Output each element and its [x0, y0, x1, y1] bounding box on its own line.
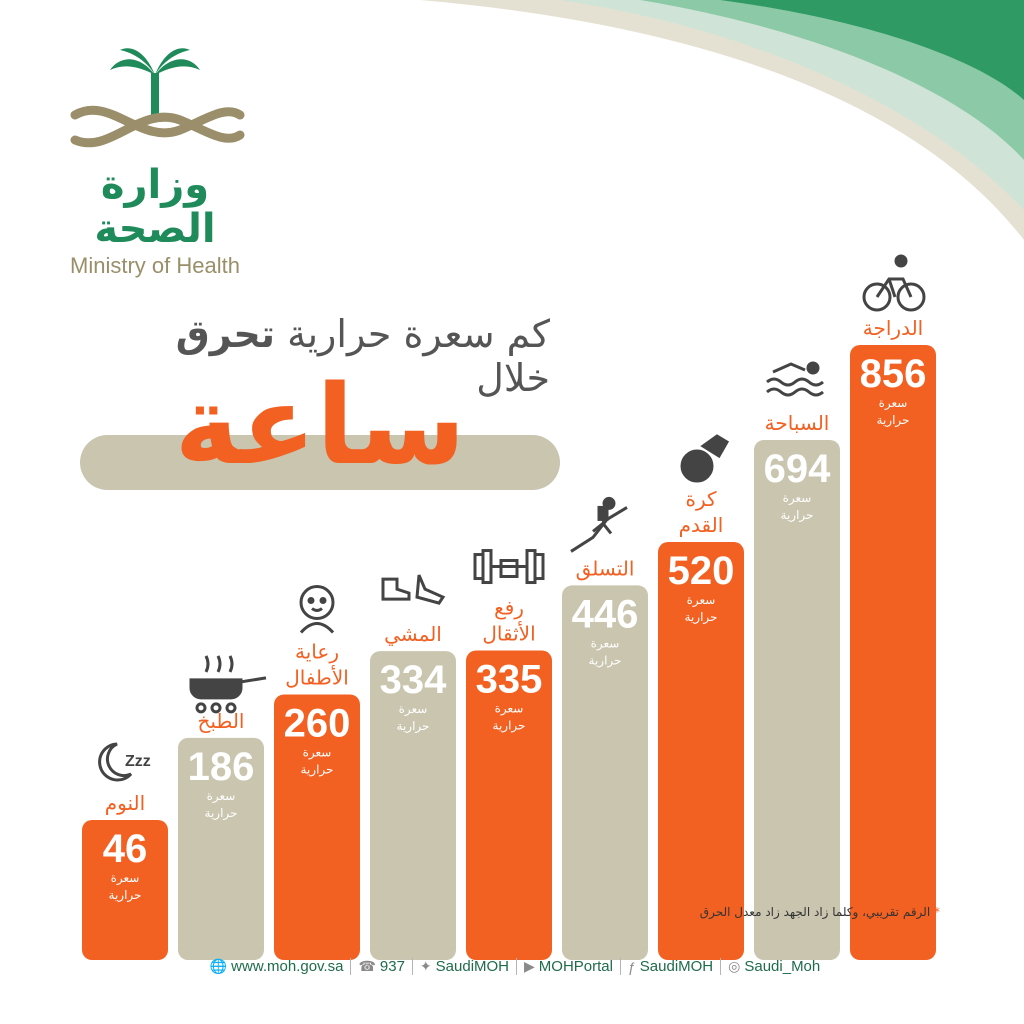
bar — [466, 650, 552, 960]
bar-value-label: 520 — [668, 549, 735, 593]
bar-value-label: 335 — [476, 658, 543, 702]
bar-unit-line1: سعرة — [303, 746, 332, 761]
bar — [658, 542, 744, 960]
bar-value-label: 334 — [380, 658, 447, 702]
category-label: الأثقال — [482, 622, 535, 646]
bar — [562, 585, 648, 960]
svg-text:Zzz: Zzz — [125, 753, 151, 770]
footer-snapchat-text: Saudi_Moh — [744, 958, 821, 975]
category-label: رعاية — [295, 640, 339, 664]
category-label: التسلق — [576, 556, 635, 580]
baby-icon — [299, 585, 335, 634]
bar-value-label: 46 — [103, 827, 148, 871]
bar-unit-line1: سعرة — [111, 871, 140, 886]
bar-unit-line1: سعرة — [207, 789, 236, 804]
category-label: النوم — [105, 791, 145, 815]
footer-phone-text: 937 — [379, 958, 405, 975]
bar-unit-line2: حرارية — [397, 719, 430, 734]
footer-phone[interactable]: ☎ 937 — [350, 958, 411, 975]
category-label: المشي — [384, 622, 442, 647]
bar-unit-line1: سعرة — [687, 593, 716, 608]
footer-twitter[interactable]: ✦ SaudiMOH — [411, 958, 516, 975]
category-label: الأطفال — [285, 666, 349, 690]
bar-unit-line2: حرارية — [301, 763, 334, 778]
twitter-icon: ✦ — [419, 958, 432, 974]
footer-website-text: www.moh.gov.sa — [231, 958, 344, 975]
footer-twitter-text: SaudiMOH — [435, 958, 510, 975]
category-label: السباحة — [765, 411, 830, 435]
bicycle-icon — [862, 254, 926, 312]
category-label: الطبخ — [197, 709, 244, 733]
bar-value-label: 260 — [284, 702, 351, 746]
sleep-icon: Zzz — [98, 742, 151, 782]
footer-website[interactable]: 🌐 www.moh.gov.sa — [203, 958, 351, 975]
headline: كم سعرة حرارية تحرق خلال — [130, 312, 550, 400]
climbing-icon — [570, 496, 628, 553]
footer-snapchat[interactable]: ◎ Saudi_Moh — [720, 958, 827, 975]
category-label: الدراجة — [863, 316, 923, 340]
footer-youtube[interactable]: ▶ MOHPortal — [516, 958, 620, 975]
headline-suffix: خلال — [476, 356, 550, 400]
bar-unit-line1: سعرة — [495, 702, 524, 717]
bar-unit-line2: حرارية — [781, 508, 814, 523]
logo-english-text: Ministry of Health — [70, 253, 240, 278]
headline-big-word: ساعة — [174, 361, 466, 489]
dumbbell-icon — [473, 549, 545, 585]
walking-shoes-icon — [381, 574, 446, 605]
bar-unit-line2: حرارية — [205, 806, 238, 821]
bar-value-label: 856 — [860, 352, 927, 396]
footnote-text: الرقم تقريبي، وكلما زاد الجهد زاد معدل ا… — [699, 905, 931, 919]
palm-swords-emblem — [70, 48, 245, 148]
bar-value-label: 186 — [188, 745, 255, 789]
bar — [274, 694, 360, 960]
bar-unit-line2: حرارية — [877, 413, 910, 428]
hour-highlight — [80, 435, 560, 490]
bar-unit-line1: سعرة — [399, 702, 428, 717]
bar-unit-line1: سعرة — [879, 396, 908, 411]
bar — [82, 820, 168, 960]
swimming-icon — [766, 361, 824, 397]
globe-icon: 🌐 — [209, 958, 228, 974]
bar-value-label: 694 — [764, 447, 831, 491]
footnote-star: * — [934, 905, 940, 919]
ministry-logo: وزارة الصحة Ministry of Health — [40, 45, 270, 279]
category-label: رفع — [494, 596, 524, 620]
bar — [370, 651, 456, 960]
bar — [178, 737, 264, 960]
bar-value-label: 446 — [572, 592, 639, 636]
bar-unit-line2: حرارية — [685, 610, 718, 625]
bar-unit-line1: سعرة — [783, 491, 812, 506]
bar-unit-line2: حرارية — [493, 719, 526, 734]
bar — [850, 345, 936, 960]
logo-arabic-text: وزارة الصحة — [94, 162, 216, 252]
footnote: * الرقم تقريبي، وكلما زاد الجهد زاد معدل… — [650, 905, 940, 919]
headline-prefix: كم سعرة حرارية — [287, 312, 550, 356]
decorative-swoosh — [420, 0, 1024, 240]
bar-unit-line1: سعرة — [591, 636, 620, 651]
bar — [754, 440, 840, 960]
category-label: القدم — [679, 513, 724, 537]
football-icon — [680, 434, 730, 483]
cooking-pan-icon — [189, 655, 267, 714]
bar-unit-line2: حرارية — [109, 888, 142, 903]
footer-facebook-text: SaudiMOH — [639, 958, 714, 975]
footer-facebook[interactable]: ƒ SaudiMOH — [619, 958, 720, 975]
snapchat-icon: ◎ — [728, 958, 741, 974]
bar-unit-line2: حرارية — [589, 653, 622, 668]
category-label: كرة — [685, 487, 717, 511]
phone-icon: ☎ — [358, 958, 376, 974]
headline-bold: تحرق — [175, 312, 275, 356]
footer-youtube-text: MOHPortal — [538, 958, 613, 975]
facebook-icon: ƒ — [627, 958, 636, 975]
contact-footer: 🌐 www.moh.gov.sa ☎ 937 ✦ SaudiMOH ▶ MOHPorta… — [140, 958, 890, 975]
youtube-icon: ▶ — [524, 958, 535, 974]
